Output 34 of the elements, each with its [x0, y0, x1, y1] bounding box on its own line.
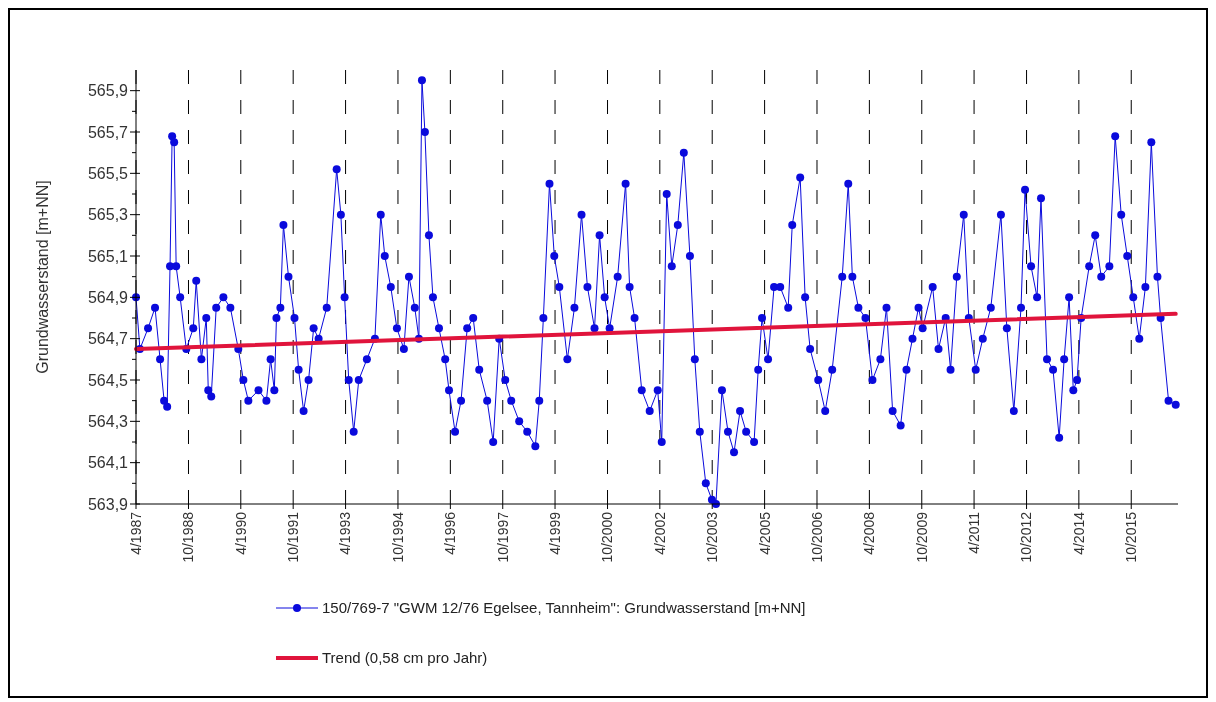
- x-tick-label: 4/2011: [965, 511, 982, 554]
- x-tick-label: 4/1990: [232, 511, 249, 555]
- x-tick-label: 4/2002: [651, 511, 668, 555]
- x-tick-label: 10/1988: [180, 511, 197, 563]
- x-tick-label: 4/1987: [127, 511, 144, 555]
- x-tick-label: 4/1993: [337, 511, 354, 555]
- y-tick-label: 565,3: [87, 206, 129, 224]
- x-tick-label: 10/2012: [1018, 511, 1035, 563]
- x-tick-label: 4/2014: [1070, 511, 1087, 555]
- y-axis-title: Grundwasserstand [m+NN]: [34, 180, 51, 374]
- y-tick-label: 565,1: [87, 247, 129, 265]
- y-tick-label: 564,7: [87, 330, 129, 348]
- legend-label: 150/769-7 "GWM 12/76 Egelsee, Tannheim": Grundwasserstand [m+NN]: [322, 599, 806, 617]
- y-tick-label: 564,9: [87, 288, 129, 306]
- x-tick-label: 10/1994: [389, 511, 406, 563]
- x-tick-label: 4/1996: [442, 511, 459, 555]
- x-tick-label: 10/2006: [808, 511, 825, 563]
- x-tick-label: 10/1991: [285, 511, 302, 563]
- y-tick-label: 564,1: [87, 454, 129, 472]
- y-tick-label: 564,3: [87, 412, 129, 430]
- x-tick-label: 4/1999: [546, 511, 563, 555]
- y-tick-label: 565,9: [87, 82, 129, 100]
- x-tick-label: 4/2005: [756, 511, 773, 555]
- x-tick-label: 10/2003: [704, 511, 721, 563]
- y-tick-label: 565,7: [87, 123, 129, 141]
- y-tick-label: 563,9: [87, 495, 129, 513]
- x-tick-label: 10/2015: [1123, 511, 1140, 563]
- legend-label: Trend (0,58 cm pro Jahr): [322, 649, 488, 667]
- x-tick-label: 10/2000: [599, 511, 616, 563]
- y-tick-label: 564,5: [87, 371, 129, 389]
- x-tick-label: 4/2008: [861, 511, 878, 555]
- y-tick-label: 565,5: [87, 164, 129, 182]
- x-tick-label: 10/2009: [913, 511, 930, 563]
- x-tick-label: 10/1997: [494, 511, 511, 563]
